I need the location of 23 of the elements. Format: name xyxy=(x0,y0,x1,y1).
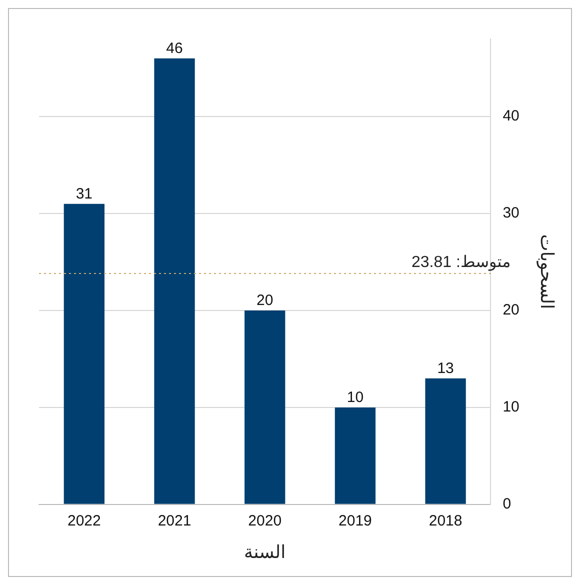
bar xyxy=(244,310,286,504)
data-label: 20 xyxy=(256,292,274,310)
bar xyxy=(64,204,104,504)
data-label: 31 xyxy=(76,185,93,202)
bar xyxy=(425,378,466,504)
y-tick-label: 20 xyxy=(502,302,520,319)
y-tick-label: 10 xyxy=(502,398,520,416)
bar xyxy=(154,58,195,504)
y-axis-title: السحوبات xyxy=(536,234,558,310)
y-tick-label: 0 xyxy=(502,496,512,513)
x-tick-label: 2018 xyxy=(428,512,462,530)
data-label: 46 xyxy=(166,40,183,58)
y-tick-label: 40 xyxy=(502,108,520,125)
x-tick-label: 2021 xyxy=(158,512,192,530)
ref-line-label: متوسط: 23.81 xyxy=(412,254,511,271)
x-tick-label: 2020 xyxy=(248,512,282,530)
bar xyxy=(334,407,376,504)
data-label: 13 xyxy=(437,360,454,377)
x-axis-title: السنة xyxy=(244,542,286,562)
x-tick-label: 2019 xyxy=(338,512,372,530)
y-tick-label: 30 xyxy=(502,204,520,222)
data-label: 10 xyxy=(346,389,364,406)
x-tick-label: 2022 xyxy=(67,512,101,530)
